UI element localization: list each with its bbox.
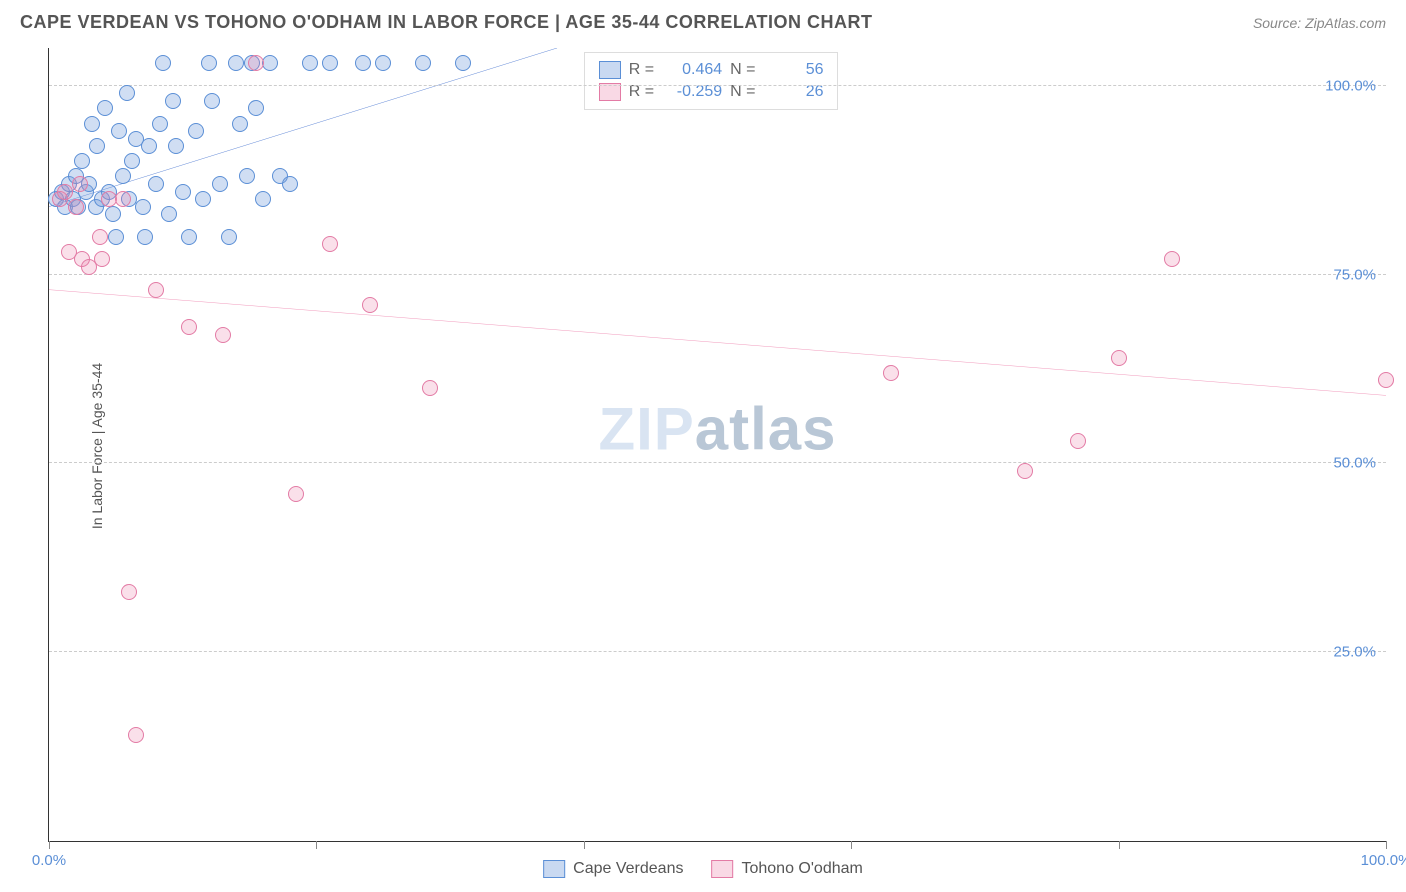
data-point [152, 116, 168, 132]
x-tick [49, 841, 50, 849]
y-tick-label: 100.0% [1325, 77, 1376, 94]
data-point [105, 206, 121, 222]
correlation-legend: R = 0.464 N = 56 R = -0.259 N = 26 [584, 52, 839, 110]
data-point [228, 55, 244, 71]
gridline [49, 85, 1386, 86]
series-legend: Cape Verdeans Tohono O'odham [543, 860, 863, 878]
data-point [232, 116, 248, 132]
data-point [212, 176, 228, 192]
gridline [49, 651, 1386, 652]
data-point [215, 327, 231, 343]
chart-title: CAPE VERDEAN VS TOHONO O'ODHAM IN LABOR … [20, 12, 873, 33]
data-point [1378, 372, 1394, 388]
data-point [135, 199, 151, 215]
data-point [248, 55, 264, 71]
data-point [108, 229, 124, 245]
data-point [1164, 251, 1180, 267]
data-point [195, 191, 211, 207]
data-point [201, 55, 217, 71]
trend-line [49, 290, 1386, 396]
data-point [137, 229, 153, 245]
data-point [141, 138, 157, 154]
data-point [188, 123, 204, 139]
x-tick [851, 841, 852, 849]
y-tick-label: 75.0% [1333, 266, 1376, 283]
x-tick [1119, 841, 1120, 849]
data-point [119, 85, 135, 101]
data-point [168, 138, 184, 154]
data-point [355, 55, 371, 71]
data-point [155, 55, 171, 71]
data-point [322, 55, 338, 71]
x-tick [584, 841, 585, 849]
legend-row-cape-verdeans: R = 0.464 N = 56 [599, 59, 824, 81]
data-point [161, 206, 177, 222]
data-point [883, 365, 899, 381]
data-point [148, 176, 164, 192]
trend-lines [49, 48, 1386, 841]
data-point [282, 176, 298, 192]
watermark: ZIPatlas [598, 394, 836, 463]
x-tick [1386, 841, 1387, 849]
x-tick [316, 841, 317, 849]
data-point [111, 123, 127, 139]
gridline [49, 462, 1386, 463]
data-point [92, 229, 108, 245]
legend-item-cape-verdeans: Cape Verdeans [543, 860, 683, 878]
y-tick-label: 25.0% [1333, 644, 1376, 661]
data-point [362, 297, 378, 313]
data-point [181, 319, 197, 335]
data-point [128, 727, 144, 743]
data-point [181, 229, 197, 245]
data-point [1070, 433, 1086, 449]
data-point [74, 153, 90, 169]
data-point [422, 380, 438, 396]
data-point [148, 282, 164, 298]
data-point [1017, 463, 1033, 479]
swatch-icon [599, 61, 621, 79]
data-point [1111, 350, 1127, 366]
data-point [72, 176, 88, 192]
data-point [415, 55, 431, 71]
scatter-chart: ZIPatlas R = 0.464 N = 56 R = -0.259 N =… [48, 48, 1386, 842]
data-point [255, 191, 271, 207]
x-tick-label: 100.0% [1361, 852, 1406, 869]
data-point [124, 153, 140, 169]
y-tick-label: 50.0% [1333, 455, 1376, 472]
data-point [121, 584, 137, 600]
data-point [221, 229, 237, 245]
data-point [248, 100, 264, 116]
data-point [204, 93, 220, 109]
x-tick-label: 0.0% [32, 852, 66, 869]
swatch-icon [543, 860, 565, 878]
data-point [288, 486, 304, 502]
data-point [322, 236, 338, 252]
data-point [89, 138, 105, 154]
data-point [302, 55, 318, 71]
data-point [115, 168, 131, 184]
source-attribution: Source: ZipAtlas.com [1253, 15, 1386, 31]
swatch-icon [711, 860, 733, 878]
data-point [97, 100, 113, 116]
legend-item-tohono-oodham: Tohono O'odham [711, 860, 862, 878]
data-point [165, 93, 181, 109]
data-point [455, 55, 471, 71]
data-point [57, 184, 73, 200]
gridline [49, 274, 1386, 275]
data-point [115, 191, 131, 207]
data-point [94, 251, 110, 267]
data-point [175, 184, 191, 200]
data-point [239, 168, 255, 184]
data-point [375, 55, 391, 71]
data-point [68, 199, 84, 215]
data-point [84, 116, 100, 132]
